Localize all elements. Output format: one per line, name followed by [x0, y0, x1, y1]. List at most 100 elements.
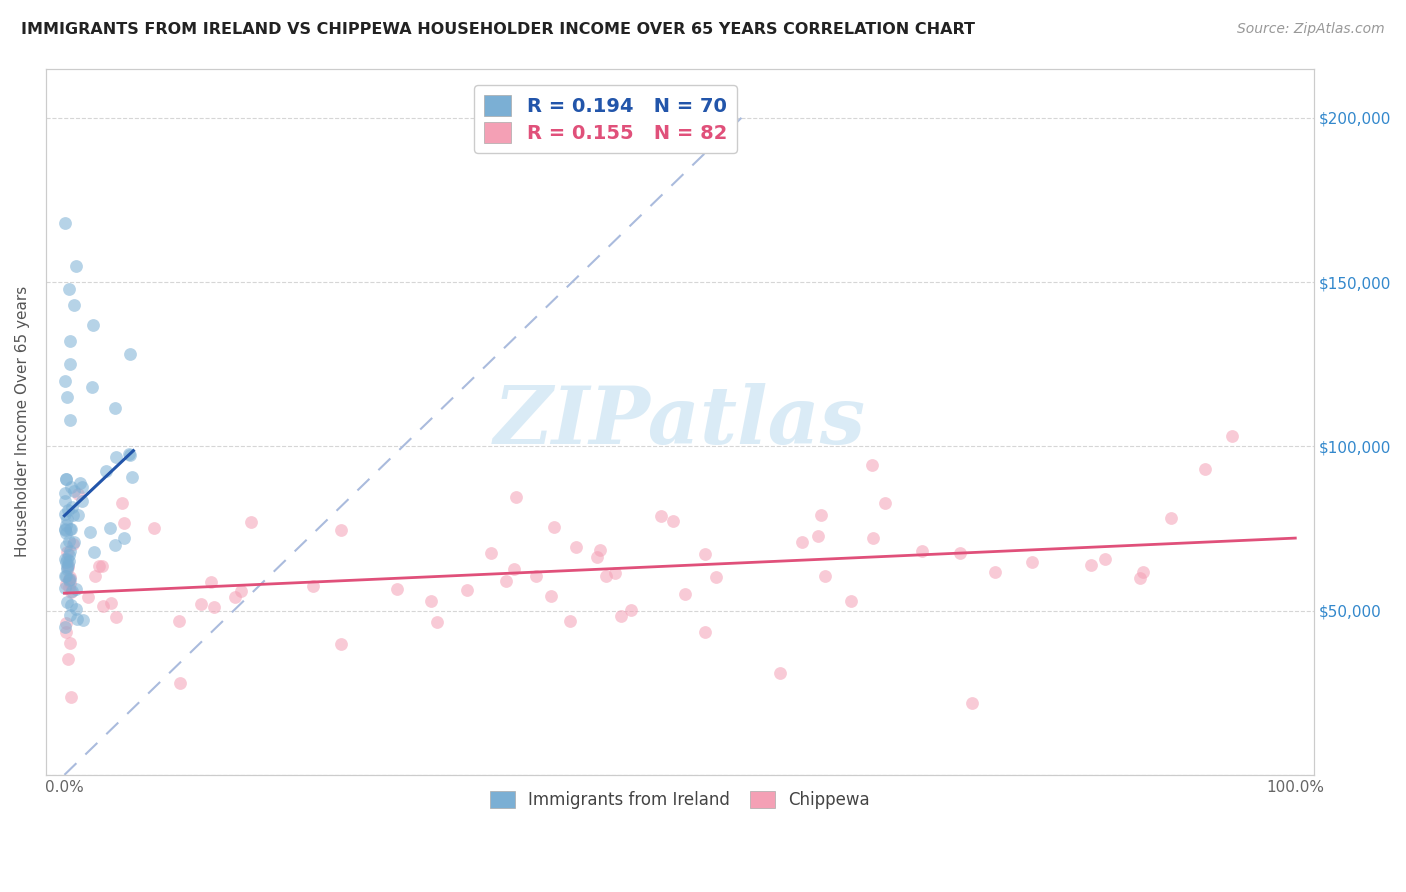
Point: [56, 595, 79, 609]
Point: [58, 581, 80, 595]
Point: [56, 652, 79, 666]
Point: [620, 602, 643, 616]
Point: [112, 532, 135, 546]
Point: [202, 600, 225, 615]
Point: [420, 594, 443, 608]
Point: [83, 545, 105, 559]
Point: [111, 496, 134, 510]
Point: [65, 602, 87, 616]
Point: [69, 476, 91, 491]
Point: [814, 569, 837, 583]
Point: [72, 613, 94, 627]
Point: [53, 582, 76, 596]
Point: [55, 624, 77, 639]
Point: [94, 464, 117, 478]
Point: [53, 523, 76, 537]
Point: [55, 569, 77, 583]
Point: [105, 450, 128, 465]
Point: [59, 607, 82, 622]
Point: [524, 569, 547, 583]
Point: [55, 493, 77, 508]
Point: [58, 282, 80, 296]
Point: [58, 548, 80, 562]
Point: [301, 579, 323, 593]
Text: ZIPatlas: ZIPatlas: [494, 383, 866, 460]
Point: [55, 390, 77, 404]
Point: [55, 577, 77, 591]
Point: [63, 484, 86, 499]
Point: [100, 596, 122, 610]
Point: [55, 616, 77, 631]
Point: [60, 583, 83, 598]
Point: [53, 216, 76, 230]
Point: [543, 519, 565, 533]
Point: [60, 500, 83, 514]
Point: [67, 487, 90, 501]
Point: [56, 552, 79, 566]
Point: [72, 493, 94, 508]
Point: [59, 572, 82, 586]
Point: [58, 573, 80, 587]
Point: [59, 576, 82, 591]
Point: [58, 534, 80, 549]
Point: [650, 508, 672, 523]
Point: [330, 523, 353, 537]
Y-axis label: Householder Income Over 65 years: Householder Income Over 65 years: [15, 286, 30, 558]
Point: [55, 544, 77, 558]
Point: [90, 558, 112, 573]
Point: [807, 529, 830, 543]
Point: [62, 535, 84, 549]
Point: [329, 637, 352, 651]
Point: [121, 470, 143, 484]
Point: [55, 562, 77, 576]
Point: [792, 534, 814, 549]
Point: [53, 523, 76, 537]
Point: [53, 507, 76, 521]
Point: [82, 318, 104, 332]
Point: [62, 508, 84, 522]
Point: [103, 401, 125, 415]
Point: [1160, 510, 1182, 524]
Point: [200, 574, 222, 589]
Point: [58, 573, 80, 587]
Point: [67, 508, 90, 522]
Point: [59, 636, 82, 650]
Point: [105, 610, 128, 624]
Point: [89, 559, 111, 574]
Point: [540, 589, 562, 603]
Point: [1194, 462, 1216, 476]
Point: [426, 615, 449, 630]
Point: [673, 587, 696, 601]
Point: [76, 591, 98, 605]
Point: [167, 614, 190, 628]
Point: [565, 541, 588, 555]
Point: [479, 546, 502, 560]
Point: [558, 614, 581, 628]
Point: [53, 374, 76, 388]
Point: [53, 551, 76, 566]
Point: [56, 559, 79, 574]
Point: [91, 599, 114, 613]
Point: [60, 690, 83, 705]
Point: [66, 612, 89, 626]
Point: [55, 517, 77, 532]
Point: [55, 539, 77, 553]
Point: [53, 486, 76, 500]
Point: [58, 357, 80, 371]
Point: [55, 472, 77, 486]
Point: [229, 584, 252, 599]
Point: [610, 609, 633, 624]
Point: [769, 666, 792, 681]
Legend: Immigrants from Ireland, Chippewa: Immigrants from Ireland, Chippewa: [484, 784, 876, 816]
Point: [1220, 429, 1243, 443]
Point: [59, 544, 82, 558]
Point: [595, 569, 617, 583]
Point: [58, 554, 80, 568]
Point: [98, 521, 121, 535]
Point: [949, 546, 972, 560]
Point: [56, 512, 79, 526]
Point: [118, 448, 141, 462]
Point: [58, 503, 80, 517]
Point: [875, 496, 897, 510]
Point: [810, 508, 832, 522]
